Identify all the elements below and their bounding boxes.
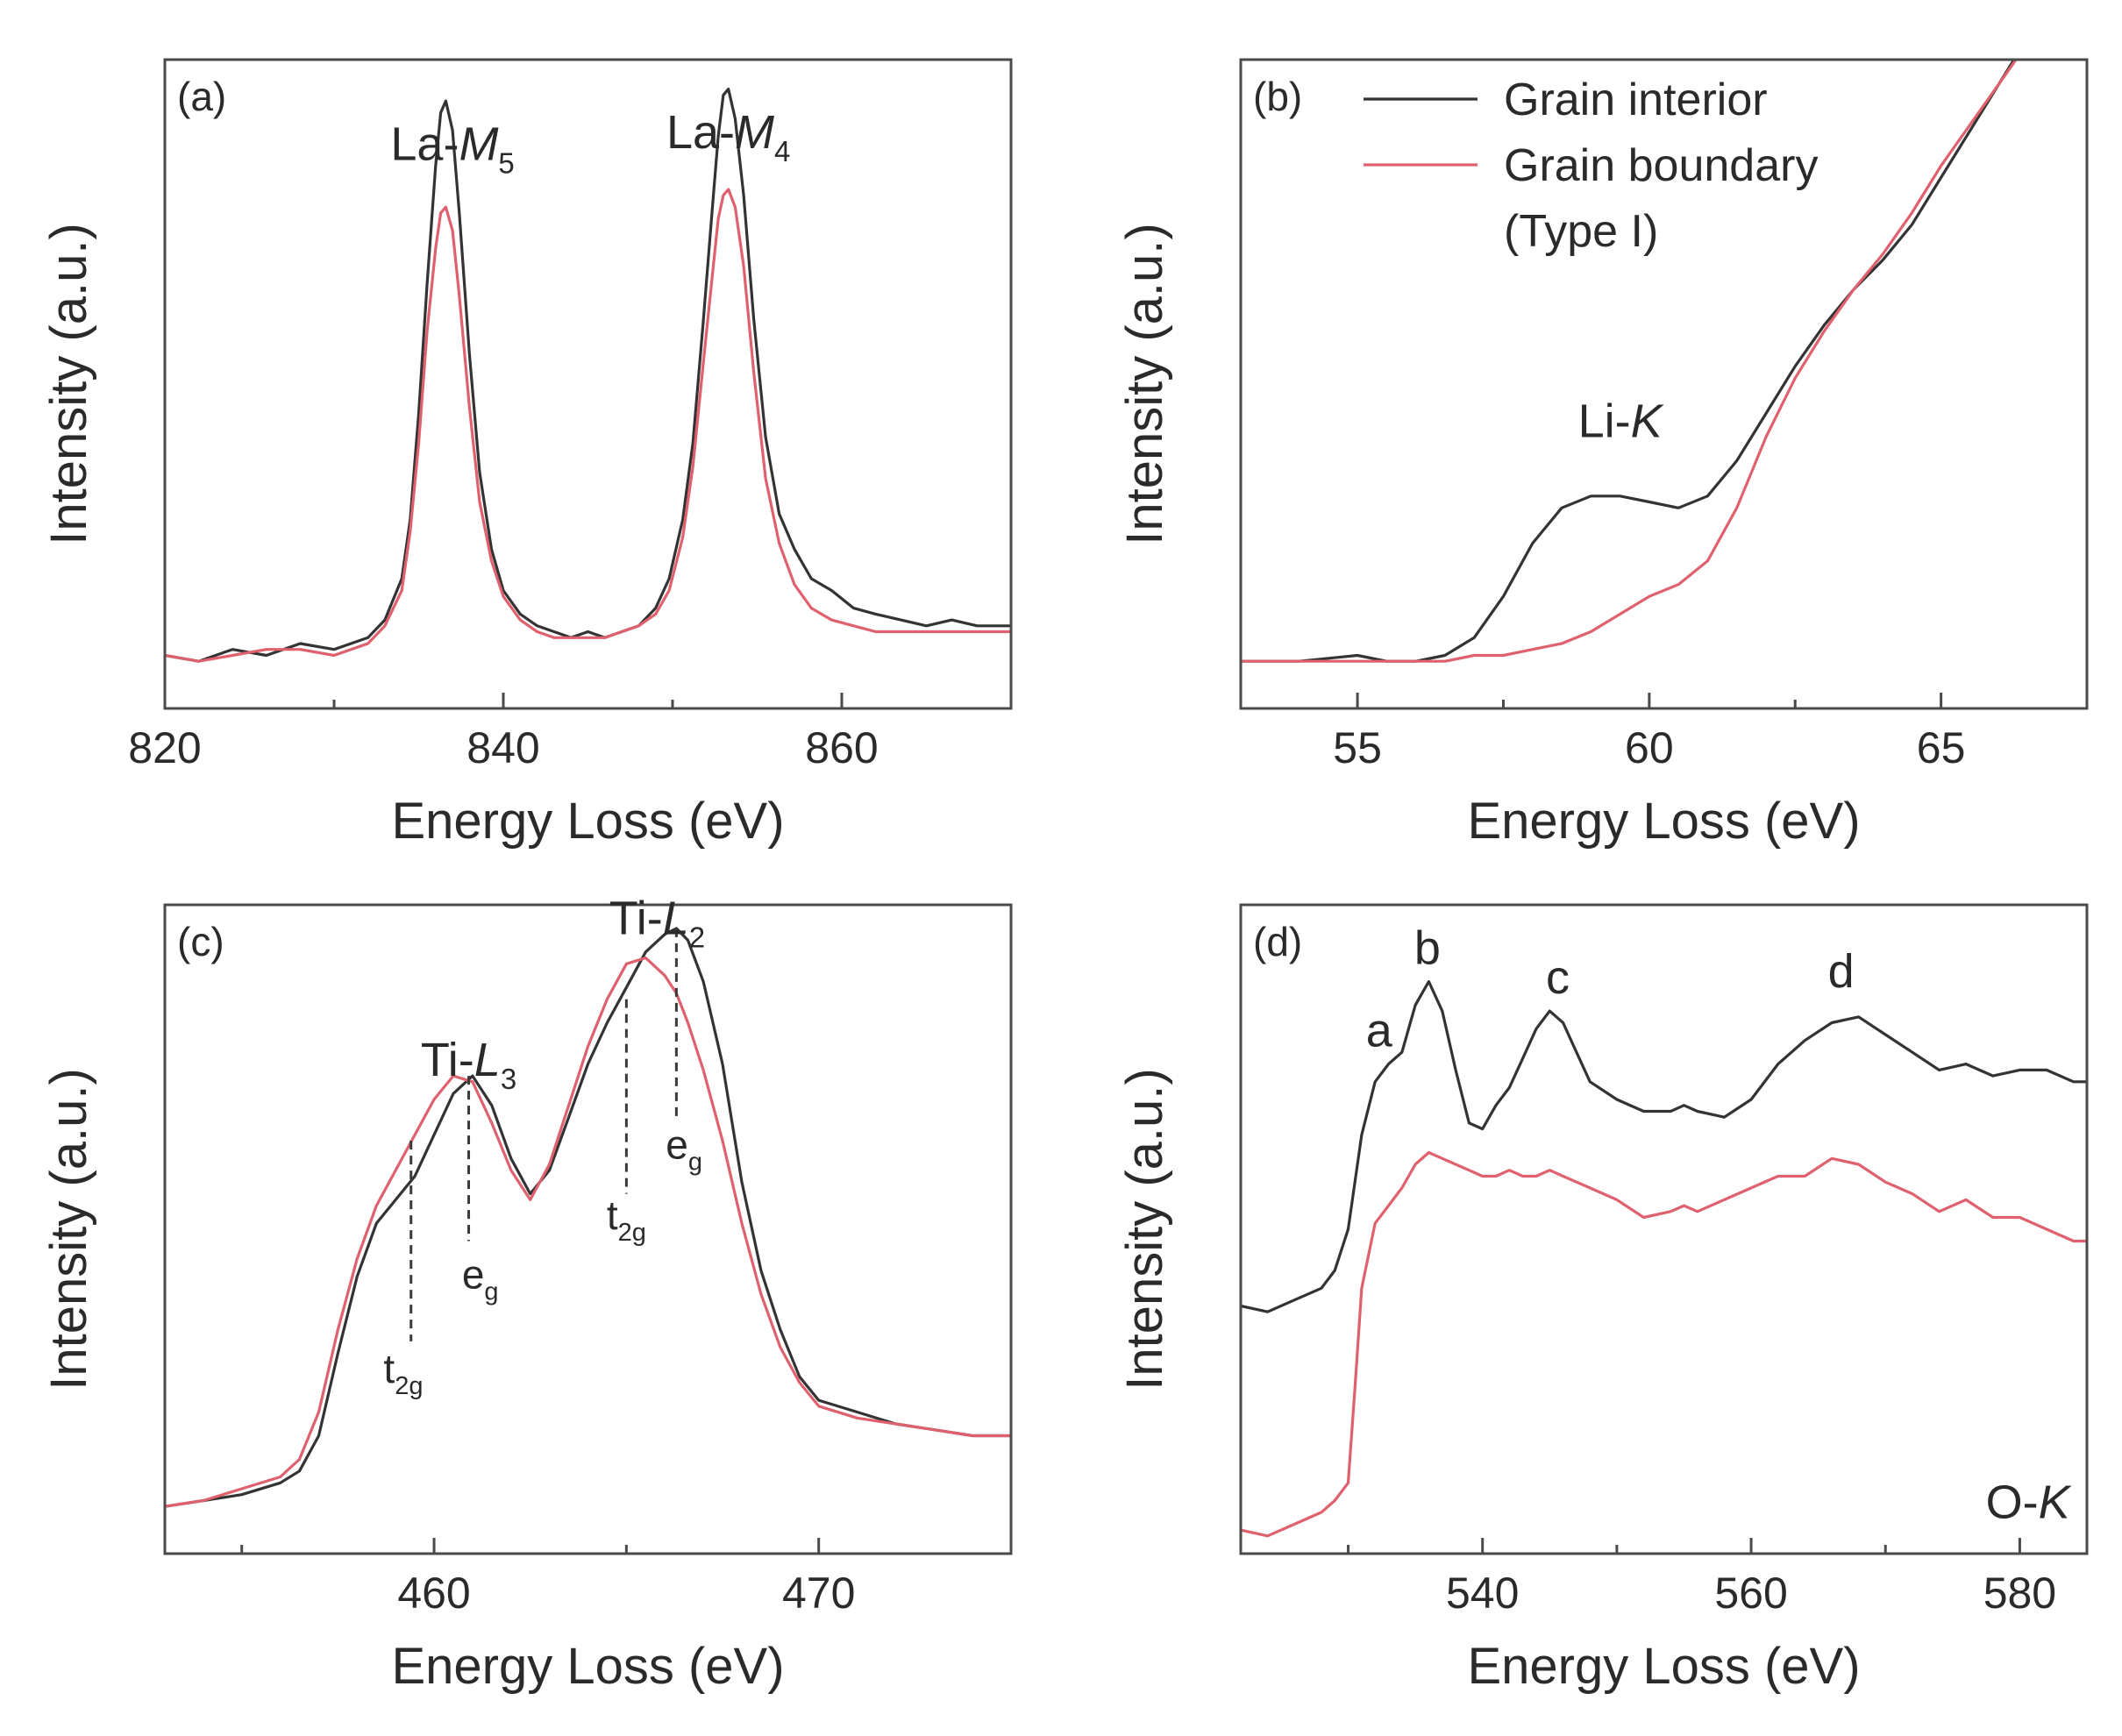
x-axis-label: Energy Loss (eV) <box>391 793 784 850</box>
x-axis-label: Energy Loss (eV) <box>1467 1638 1860 1695</box>
panel-label: (a) <box>177 74 226 119</box>
x-tick-label: 60 <box>1625 723 1674 772</box>
peak-annotation: t2g <box>607 1192 646 1247</box>
x-tick-label: 840 <box>466 723 539 772</box>
peak-annotation: eg <box>666 1121 702 1176</box>
peak-annotation: O-K <box>1986 1476 2072 1529</box>
x-tick-label: 460 <box>397 1569 470 1618</box>
panel-label: (c) <box>177 919 224 964</box>
x-tick-label: 860 <box>805 723 878 772</box>
peak-annotation: t2g <box>383 1346 423 1400</box>
peak-annotation: b <box>1414 921 1441 974</box>
panel-label: (d) <box>1253 919 1302 964</box>
plot-frame <box>165 60 1011 708</box>
x-axis-label: Energy Loss (eV) <box>1467 793 1860 850</box>
y-axis-label: Intensity (a.u.) <box>40 1068 97 1390</box>
x-tick-label: 820 <box>128 723 201 772</box>
series-a-grain-boundary <box>165 189 1011 661</box>
y-axis-label: Intensity (a.u.) <box>40 223 97 544</box>
peak-annotation: Ti-L3 <box>421 1034 516 1095</box>
legend-entry: Grain interior <box>1504 75 1768 125</box>
legend: Grain interior Grain boundary (Type I) <box>1364 75 1818 257</box>
panel-c: 460 470 Energy Loss (eV) Intensity (a.u.) (c… <box>40 893 1011 1695</box>
peak-annotation: c <box>1546 951 1570 1004</box>
series-c-grain-boundary <box>165 958 1011 1507</box>
series-a-grain-interior <box>165 89 1011 662</box>
series-c-grain-interior <box>165 928 1011 1506</box>
legend-entry: (Type I) <box>1504 206 1658 257</box>
peak-annotation: eg <box>462 1251 499 1306</box>
panel-a: 820 840 860 Energy Loss (eV) Intensity (a.u.… <box>40 60 1011 850</box>
panel-label: (b) <box>1253 74 1302 119</box>
peak-annotation: d <box>1828 945 1855 998</box>
y-axis-label: Intensity (a.u.) <box>1116 1068 1173 1390</box>
x-tick-label: 560 <box>1714 1569 1787 1618</box>
x-tick-label: 470 <box>782 1569 855 1618</box>
y-axis-label: Intensity (a.u.) <box>1116 223 1173 544</box>
x-axis-label: Energy Loss (eV) <box>391 1638 784 1695</box>
panel-d: 540 560 580 Energy Loss (eV) Intensity (a.u.… <box>1116 905 2087 1695</box>
figure: 820 840 860 Energy Loss (eV) Intensity (a.u.… <box>0 0 2122 1736</box>
x-tick-label: 540 <box>1446 1569 1519 1618</box>
peak-annotation: a <box>1366 1004 1393 1057</box>
panel-b: 55 60 65 Energy Loss (eV) Intensity (a.u.) (b… <box>1116 0 2087 850</box>
plot-frame <box>1241 905 2087 1554</box>
x-tick-label: 580 <box>1983 1569 2056 1618</box>
plot-frame <box>165 905 1011 1554</box>
series-d-grain-boundary <box>1241 1153 2087 1536</box>
x-tick-label: 55 <box>1333 723 1382 772</box>
peak-annotation: La-M4 <box>666 106 790 167</box>
legend-entry: Grain boundary <box>1504 140 1818 191</box>
peak-annotation: Ti-L2 <box>609 893 705 954</box>
x-tick-label: 65 <box>1917 723 1966 772</box>
peak-annotation: La-M5 <box>390 117 514 179</box>
peak-annotation: Li-K <box>1578 395 1664 448</box>
